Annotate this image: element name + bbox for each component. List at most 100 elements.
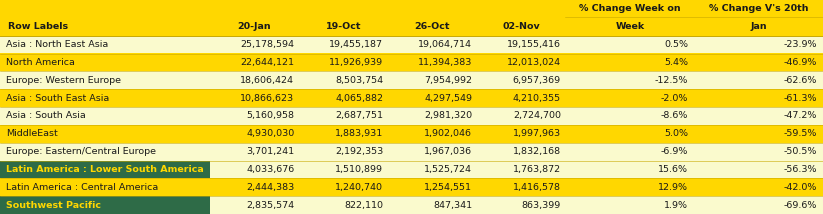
Text: 5,160,958: 5,160,958 xyxy=(246,111,295,120)
Text: 19,064,714: 19,064,714 xyxy=(418,40,472,49)
Bar xyxy=(0,178,823,196)
Text: % Change V's 20th: % Change V's 20th xyxy=(709,4,808,13)
Text: -2.0%: -2.0% xyxy=(661,94,688,103)
Text: 4,033,676: 4,033,676 xyxy=(246,165,295,174)
Text: 18,606,424: 18,606,424 xyxy=(240,76,295,85)
Text: 12,013,024: 12,013,024 xyxy=(507,58,561,67)
Text: Asia : North East Asia: Asia : North East Asia xyxy=(7,40,109,49)
Text: 822,110: 822,110 xyxy=(344,201,384,210)
Text: 1,967,036: 1,967,036 xyxy=(424,147,472,156)
Text: Week: Week xyxy=(616,22,644,31)
Bar xyxy=(0,71,823,89)
Text: 19,155,416: 19,155,416 xyxy=(507,40,561,49)
Bar xyxy=(0,125,823,143)
Bar xyxy=(0,0,823,36)
Text: -69.6%: -69.6% xyxy=(783,201,816,210)
Text: 1,240,740: 1,240,740 xyxy=(335,183,384,192)
Text: 11,926,939: 11,926,939 xyxy=(329,58,384,67)
Text: 1,832,168: 1,832,168 xyxy=(513,147,561,156)
Text: 12.9%: 12.9% xyxy=(658,183,688,192)
Text: 26-Oct: 26-Oct xyxy=(414,22,450,31)
Text: 4,297,549: 4,297,549 xyxy=(424,94,472,103)
Text: -59.5%: -59.5% xyxy=(783,129,816,138)
Text: Europe: Eastern/Central Europe: Europe: Eastern/Central Europe xyxy=(7,147,156,156)
Text: 3,701,241: 3,701,241 xyxy=(246,147,295,156)
Text: -23.9%: -23.9% xyxy=(783,40,816,49)
Text: 25,178,594: 25,178,594 xyxy=(240,40,295,49)
Text: Jan: Jan xyxy=(751,22,767,31)
Text: 19-Oct: 19-Oct xyxy=(325,22,361,31)
Text: 1,883,931: 1,883,931 xyxy=(335,129,384,138)
Text: Southwest Pacific: Southwest Pacific xyxy=(7,201,101,210)
Text: 5.4%: 5.4% xyxy=(664,58,688,67)
Text: Asia : South Asia: Asia : South Asia xyxy=(7,111,86,120)
Bar xyxy=(0,107,210,125)
Bar xyxy=(0,160,210,178)
Bar xyxy=(0,36,823,54)
Text: -12.5%: -12.5% xyxy=(655,76,688,85)
Bar xyxy=(0,54,823,71)
Text: 1,525,724: 1,525,724 xyxy=(424,165,472,174)
Bar xyxy=(0,89,823,107)
Bar xyxy=(0,178,210,196)
Text: -46.9%: -46.9% xyxy=(783,58,816,67)
Text: 1,902,046: 1,902,046 xyxy=(424,129,472,138)
Text: 1,416,578: 1,416,578 xyxy=(513,183,561,192)
Text: Latin America : Lower South America: Latin America : Lower South America xyxy=(7,165,204,174)
Text: -8.6%: -8.6% xyxy=(661,111,688,120)
Bar xyxy=(0,143,210,160)
Text: 847,341: 847,341 xyxy=(433,201,472,210)
Text: 2,444,383: 2,444,383 xyxy=(246,183,295,192)
Text: -47.2%: -47.2% xyxy=(783,111,816,120)
Bar xyxy=(0,196,210,214)
Text: 11,394,383: 11,394,383 xyxy=(418,58,472,67)
Bar xyxy=(0,125,210,143)
Text: 20-Jan: 20-Jan xyxy=(238,22,271,31)
Bar xyxy=(0,54,210,71)
Text: -61.3%: -61.3% xyxy=(783,94,816,103)
Text: 1,510,899: 1,510,899 xyxy=(335,165,384,174)
Text: MiddleEast: MiddleEast xyxy=(7,129,58,138)
Text: 19,455,187: 19,455,187 xyxy=(329,40,384,49)
Text: 2,724,700: 2,724,700 xyxy=(513,111,561,120)
Text: Row Labels: Row Labels xyxy=(8,22,68,31)
Text: Europe: Western Europe: Europe: Western Europe xyxy=(7,76,121,85)
Text: 6,957,369: 6,957,369 xyxy=(513,76,561,85)
Text: 15.6%: 15.6% xyxy=(658,165,688,174)
Text: 4,930,030: 4,930,030 xyxy=(246,129,295,138)
Text: 02-Nov: 02-Nov xyxy=(502,22,540,31)
Text: 2,687,751: 2,687,751 xyxy=(335,111,384,120)
Text: 863,399: 863,399 xyxy=(522,201,561,210)
Text: 5.0%: 5.0% xyxy=(664,129,688,138)
Text: 1.9%: 1.9% xyxy=(664,201,688,210)
Bar xyxy=(0,107,823,125)
Text: 2,192,353: 2,192,353 xyxy=(335,147,384,156)
Bar xyxy=(0,71,210,89)
Text: 1,254,551: 1,254,551 xyxy=(424,183,472,192)
Text: % Change Week on: % Change Week on xyxy=(579,4,681,13)
Text: -50.5%: -50.5% xyxy=(783,147,816,156)
Text: 2,981,320: 2,981,320 xyxy=(424,111,472,120)
Text: 2,835,574: 2,835,574 xyxy=(246,201,295,210)
Bar xyxy=(0,196,823,214)
Text: -42.0%: -42.0% xyxy=(783,183,816,192)
Text: North America: North America xyxy=(7,58,75,67)
Text: 1,763,872: 1,763,872 xyxy=(513,165,561,174)
Text: 0.5%: 0.5% xyxy=(664,40,688,49)
Bar xyxy=(0,160,823,178)
Text: Latin America : Central America: Latin America : Central America xyxy=(7,183,159,192)
Text: 22,644,121: 22,644,121 xyxy=(240,58,295,67)
Bar xyxy=(0,36,210,54)
Text: -56.3%: -56.3% xyxy=(783,165,816,174)
Text: 8,503,754: 8,503,754 xyxy=(335,76,384,85)
Bar xyxy=(0,143,823,160)
Bar xyxy=(0,89,210,107)
Text: -62.6%: -62.6% xyxy=(783,76,816,85)
Text: 4,065,882: 4,065,882 xyxy=(335,94,384,103)
Text: Asia : South East Asia: Asia : South East Asia xyxy=(7,94,109,103)
Text: -6.9%: -6.9% xyxy=(661,147,688,156)
Text: 10,866,623: 10,866,623 xyxy=(240,94,295,103)
Text: 4,210,355: 4,210,355 xyxy=(513,94,561,103)
Text: 7,954,992: 7,954,992 xyxy=(424,76,472,85)
Text: 1,997,963: 1,997,963 xyxy=(513,129,561,138)
